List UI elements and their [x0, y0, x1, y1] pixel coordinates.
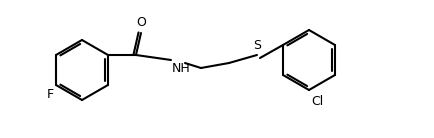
Text: S: S — [253, 39, 261, 52]
Text: F: F — [47, 88, 54, 101]
Text: Cl: Cl — [311, 95, 323, 108]
Text: O: O — [136, 16, 146, 29]
Text: NH: NH — [172, 62, 191, 75]
